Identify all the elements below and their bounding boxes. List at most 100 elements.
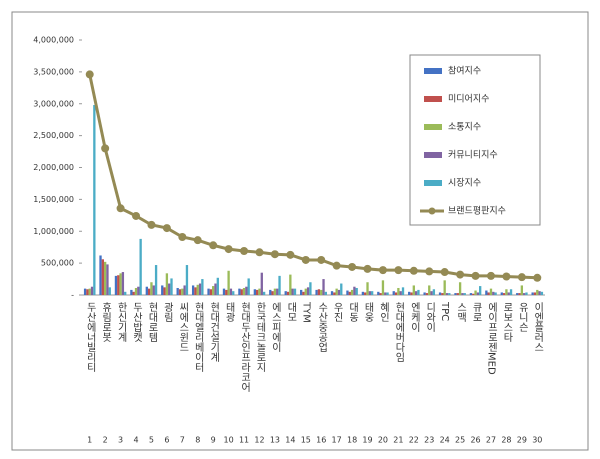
line-marker (85, 70, 94, 79)
legend-box (409, 54, 541, 226)
bar (456, 293, 459, 295)
rank-label: 4 (133, 436, 138, 445)
rank-label: 1 (87, 436, 92, 445)
bar (505, 289, 508, 295)
bar (225, 289, 228, 295)
bar (399, 291, 402, 295)
bar (198, 283, 202, 295)
rank-label: 19 (362, 436, 372, 445)
bar (183, 285, 186, 295)
bar (196, 284, 199, 295)
bar (83, 288, 87, 295)
line-marker (147, 220, 156, 229)
bar (476, 292, 480, 295)
rank-label: 23 (424, 436, 434, 445)
bar (443, 280, 446, 295)
bar (181, 288, 184, 295)
bar (99, 255, 102, 295)
bar (101, 259, 104, 295)
bar (379, 293, 382, 295)
rank-label: 17 (332, 436, 342, 445)
bar (381, 280, 385, 295)
rank-label: 5 (149, 436, 154, 445)
bar (324, 291, 328, 295)
bar (445, 293, 449, 295)
bar (304, 288, 307, 295)
rank-label: 26 (470, 436, 480, 445)
bar (523, 293, 526, 295)
bar (302, 291, 305, 295)
line-marker (286, 250, 295, 259)
bar (438, 292, 442, 295)
rank-label: 27 (486, 436, 496, 445)
line-marker (456, 270, 465, 279)
category-label: 두산밥캣 (131, 302, 143, 343)
category-label: 이엔플러스 (532, 302, 544, 352)
bar (88, 288, 91, 295)
bar (536, 289, 539, 295)
bar (178, 289, 182, 295)
legend-swatch (424, 124, 442, 130)
legend-swatch (424, 152, 442, 158)
category-label: 에이프로젠MED (485, 302, 497, 375)
bar (507, 292, 510, 295)
bar (286, 291, 290, 295)
bar (494, 292, 497, 295)
legend-label: 시장지수 (448, 178, 481, 189)
line-marker (301, 255, 310, 264)
bar (377, 291, 380, 295)
line-marker (332, 261, 341, 270)
bar (134, 287, 138, 295)
legend-label: 커뮤니티지수 (448, 150, 498, 161)
category-label: 대모 (285, 302, 297, 322)
rank-label: 10 (224, 436, 234, 445)
y-tick-label: - (71, 291, 74, 300)
category-label: 로보스타 (501, 302, 513, 343)
y-tick-label: 3,000,000 (33, 99, 74, 108)
bar (394, 292, 398, 295)
bar (293, 288, 297, 295)
bar (132, 291, 135, 295)
y-tick-label: 1,500,000 (33, 195, 74, 204)
bar (269, 289, 272, 295)
line-marker (132, 211, 141, 220)
category-label: 태웅 (362, 302, 374, 322)
bar (516, 293, 519, 295)
line-marker (224, 245, 233, 254)
line-marker (440, 268, 449, 277)
bar (90, 286, 94, 295)
line-marker (363, 264, 372, 273)
line-marker (317, 255, 326, 264)
bar (260, 272, 263, 295)
bar (152, 285, 155, 295)
bar (253, 289, 257, 295)
legend-swatch (424, 68, 442, 74)
bar (232, 291, 235, 295)
bar (386, 292, 389, 295)
category-label: 태광 (223, 302, 235, 322)
rank-label: 12 (254, 436, 264, 445)
rank-label: 21 (393, 436, 403, 445)
category-label: 엔케이 (408, 302, 420, 333)
bar (284, 291, 287, 295)
rank-label: 9 (211, 436, 216, 445)
rank-label: 29 (517, 436, 527, 445)
line-marker (101, 144, 110, 153)
bar (114, 275, 118, 295)
line-marker (193, 236, 202, 245)
line-marker (394, 266, 403, 275)
bar (492, 291, 495, 295)
bar (103, 261, 107, 295)
rank-label: 25 (455, 436, 465, 445)
category-label: 한신기계 (115, 302, 127, 343)
line-marker (348, 262, 357, 271)
bar (397, 287, 400, 295)
line-marker (502, 272, 511, 281)
category-label: 한국테크놀로지 (254, 302, 266, 373)
bar (315, 289, 318, 295)
category-label: 수산중공업 (316, 302, 328, 352)
bar (350, 289, 354, 295)
bar (276, 288, 279, 295)
bar (322, 279, 325, 295)
